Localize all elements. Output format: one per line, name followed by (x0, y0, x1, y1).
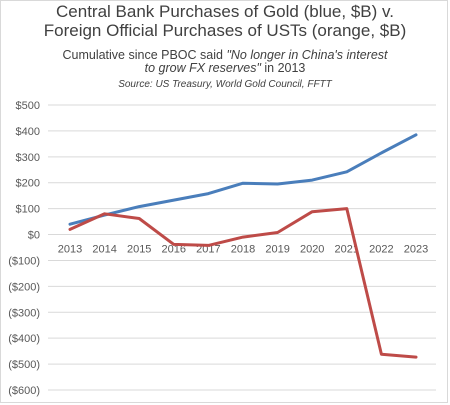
y-tick-label: $0 (28, 230, 40, 242)
y-tick-label: $300 (16, 152, 40, 164)
y-tick-label: ($600) (8, 385, 40, 397)
y-tick-label: ($300) (8, 307, 40, 319)
y-tick-label: ($400) (8, 333, 40, 345)
chart-source: Source: US Treasury, World Gold Council,… (118, 79, 332, 90)
series-lines (68, 133, 418, 359)
subtitle-prefix: Cumulative since PBOC said (62, 48, 227, 62)
x-tick-label: 2018 (231, 244, 255, 256)
y-tick-label: $400 (16, 126, 40, 138)
x-tick-label: 2022 (369, 244, 393, 256)
series-line-blue (68, 133, 418, 226)
subtitle-quote-2: to grow FX reserves" (144, 61, 261, 75)
y-tick-label: ($100) (8, 255, 40, 267)
x-axis-ticks: 2013 2014 2015 2016 2017 2018 2019 2020 2021 2022… (58, 244, 428, 256)
y-tick-label: $100 (16, 204, 40, 216)
x-tick-label: 2023 (404, 244, 428, 256)
x-tick-label: 2020 (300, 244, 324, 256)
x-tick-label: 2019 (265, 244, 289, 256)
chart-title-line-1: Central Bank Purchases of Gold (blue, $B… (56, 2, 394, 21)
y-tick-label: $500 (16, 100, 40, 112)
subtitle-quote-1: "No longer in China's interest (226, 48, 388, 62)
x-tick-label: 2014 (92, 244, 116, 256)
x-tick-label: 2021 (335, 244, 359, 256)
chart-subtitle: Cumulative since PBOC said "No longer in… (0, 49, 450, 75)
series-line-orange (68, 207, 418, 359)
y-tick-label: $200 (16, 178, 40, 190)
x-tick-label: 2013 (58, 244, 82, 256)
x-tick-label: 2015 (127, 244, 151, 256)
chart-title-line-2: Foreign Official Purchases of USTs (oran… (43, 21, 407, 40)
x-tick-label: 2016 (162, 244, 186, 256)
y-tick-label: ($200) (8, 281, 40, 293)
chart-title: Central Bank Purchases of Gold (blue, $B… (0, 2, 450, 40)
subtitle-suffix: in 2013 (260, 61, 306, 75)
y-tick-label: ($500) (8, 359, 40, 371)
y-axis-ticks: $500 $400 $300 $200 $100 $0 ($100) ($200) ($300)… (8, 100, 40, 397)
